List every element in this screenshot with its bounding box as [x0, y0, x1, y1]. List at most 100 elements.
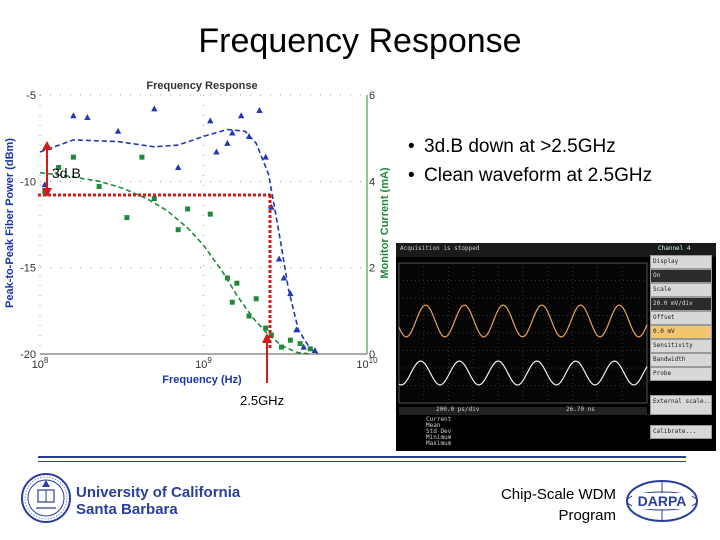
scope-measurement-row: Maximum — [426, 440, 452, 447]
data-point-triangle — [237, 112, 245, 119]
data-point-triangle — [151, 105, 158, 112]
scope-calibrate-button[interactable]: Calibrate... — [650, 425, 712, 439]
scope-probe-button[interactable]: Probe — [650, 367, 712, 381]
x-tick-label: 108 — [32, 356, 49, 371]
plot-points — [41, 105, 319, 354]
scope-wave-top — [398, 304, 648, 338]
data-point-square — [263, 325, 269, 331]
data-point-square — [96, 184, 102, 190]
university-line: University of California — [76, 484, 241, 501]
bullet-list: 3d.B down at >2.5GHz Clean waveform at 2… — [398, 132, 718, 190]
ucsb-seal-logo — [21, 473, 71, 523]
scope-offset-value[interactable]: 0.0 mV — [650, 325, 712, 339]
db-arrow-head-bottom — [42, 188, 52, 197]
data-point-square — [151, 196, 157, 202]
data-point-square — [139, 154, 145, 160]
scope-time-readout: 200.0 ps/div — [436, 406, 480, 413]
data-point-triangle — [275, 255, 283, 262]
program-name: Chip-Scale WDM Program — [470, 484, 616, 526]
data-point-triangle — [245, 132, 253, 139]
x-axis-label: Frequency (Hz) — [162, 374, 242, 386]
scope-external-scale-button[interactable]: External scale... — [650, 395, 712, 415]
y2-tick-label: 6 — [369, 90, 375, 102]
y-tick-label: -5 — [26, 90, 36, 102]
data-point-square — [297, 341, 303, 347]
data-point-square — [234, 280, 240, 286]
bullet-item: 3d.B down at >2.5GHz — [398, 132, 718, 161]
y2-axis-label: Monitor Current (mA) — [379, 167, 390, 279]
scope-measurement-row: Std Dev — [426, 428, 452, 435]
freq-arrow-head — [262, 333, 272, 343]
bullet-item: Clean waveform at 2.5GHz — [398, 161, 718, 190]
data-point-triangle — [311, 347, 319, 354]
y2-tick-label: 0 — [369, 349, 375, 361]
data-point-triangle — [293, 326, 300, 333]
data-point-triangle — [207, 117, 214, 124]
data-point-square — [287, 337, 293, 343]
scope-measurement-row: Current — [426, 416, 452, 423]
data-point-triangle — [84, 113, 91, 120]
oscilloscope-screenshot: Acquisition is stopped Channel 4 Display… — [396, 243, 716, 451]
y2-tick-label: 2 — [369, 263, 375, 275]
data-point-triangle — [174, 164, 182, 171]
plot-grid — [39, 94, 368, 355]
slide-title: Frequency Response — [198, 22, 522, 60]
scope-sensitivity-button[interactable]: Sensitivity — [650, 339, 712, 353]
data-point-triangle — [114, 127, 122, 134]
data-point-square — [253, 296, 259, 302]
data-point-triangle — [300, 343, 307, 350]
program-line: Program — [558, 507, 616, 524]
scope-delay-readout: 26.70 ns — [566, 406, 595, 413]
scope-panel-title: Channel 4 — [658, 245, 691, 252]
db-annotation-label: 3d.B — [52, 165, 81, 181]
scope-measurement-row: Mean — [426, 422, 441, 429]
data-point-square — [229, 299, 235, 305]
x-tick-label: 109 — [195, 356, 212, 371]
data-point-triangle — [280, 274, 288, 281]
y-tick-label: -10 — [20, 176, 36, 188]
data-point-triangle — [256, 107, 263, 114]
data-point-square — [70, 154, 76, 160]
scope-bandwidth-button[interactable]: Bandwidth — [650, 353, 712, 367]
fit-curve — [39, 128, 319, 355]
tick-labels: -5 -10 -15 -20 6 4 2 0 108 109 1010 — [20, 90, 378, 371]
data-point-square — [307, 346, 313, 352]
db-arrow-head-top — [42, 141, 52, 150]
freq-annotation-label: 2.5GHz — [240, 393, 284, 408]
data-point-square — [124, 215, 130, 221]
data-point-triangle — [224, 139, 231, 146]
footer-rule — [38, 461, 686, 462]
data-point-square — [56, 165, 62, 171]
scope-display-button[interactable]: Display — [650, 255, 712, 269]
fit-curve — [39, 171, 311, 355]
footer-rule — [38, 456, 686, 458]
scope-status: Acquisition is stopped — [400, 245, 480, 252]
data-point-square — [175, 227, 181, 233]
scope-measurement-row: Minimum — [426, 434, 452, 441]
program-line: Chip-Scale WDM — [500, 486, 616, 503]
darpa-logo: DARPA — [626, 480, 698, 522]
scope-scale-value[interactable]: 20.0 mV/div — [650, 297, 712, 311]
data-point-square — [246, 313, 252, 319]
scope-display-value[interactable]: On — [650, 269, 712, 283]
y-tick-label: -20 — [20, 349, 36, 361]
scope-scale-button[interactable]: Scale — [650, 283, 712, 297]
chart-title: Frequency Response — [146, 80, 257, 92]
data-point-square — [185, 206, 191, 212]
university-line: Santa Barbara — [76, 501, 178, 518]
darpa-logo-text: DARPA — [638, 493, 687, 509]
data-point-triangle — [229, 129, 236, 136]
university-name: University of California Santa Barbara — [76, 484, 240, 518]
data-point-triangle — [262, 153, 269, 160]
data-point-square — [224, 275, 230, 281]
data-point-square — [207, 211, 213, 217]
scope-offset-button[interactable]: Offset — [650, 311, 712, 325]
y2-tick-label: 4 — [369, 176, 375, 188]
y-tick-label: -15 — [20, 263, 36, 275]
scope-measurements: Current Mean Std Dev Minimum Maximum — [426, 417, 451, 447]
scope-wave-bottom — [398, 360, 648, 386]
data-point-triangle — [213, 148, 220, 155]
data-point-triangle — [287, 290, 294, 297]
data-point-square — [279, 344, 285, 350]
plot-fits — [39, 128, 319, 355]
